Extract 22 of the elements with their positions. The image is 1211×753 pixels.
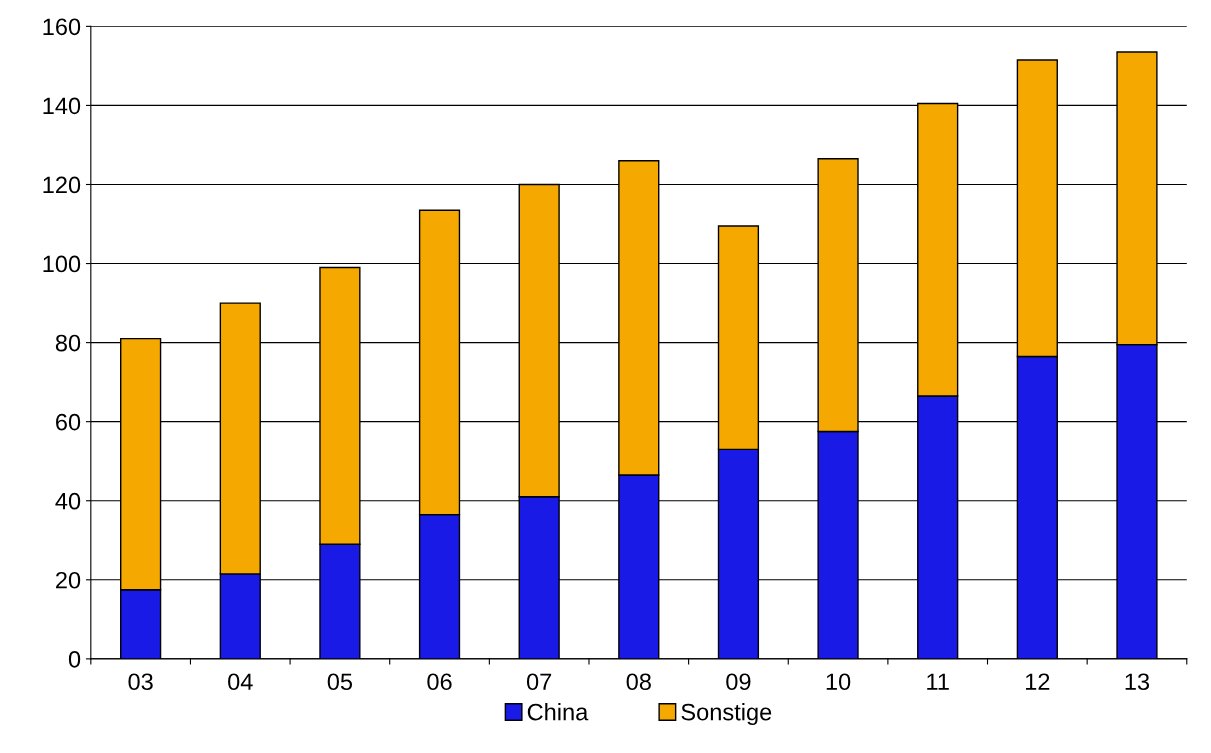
x-tick-label: 13 <box>1125 673 1150 691</box>
y-tick-label: 40 <box>55 492 81 510</box>
y-tick-label: 0 <box>68 650 81 668</box>
legend-label: Sonstige <box>681 703 772 726</box>
y-tick-label: 160 <box>43 18 81 36</box>
y-tick-label: 20 <box>56 571 81 589</box>
x-tick-label: 04 <box>228 673 253 691</box>
y-tick-label: 60 <box>56 413 81 431</box>
x-tick-label: 10 <box>826 673 851 691</box>
legend-label: China <box>527 703 589 721</box>
x-tick-label: 11 <box>927 673 949 690</box>
y-tick-label: 80 <box>55 334 81 352</box>
x-tick-label: 08 <box>626 673 651 691</box>
x-tick-label: 03 <box>128 673 153 691</box>
x-tick-label: 06 <box>427 673 452 691</box>
y-tick-label: 140 <box>43 97 81 115</box>
x-tick-label: 12 <box>1026 673 1050 690</box>
x-tick-label: 09 <box>726 673 751 691</box>
x-tick-label: 05 <box>327 673 353 691</box>
x-tick-label: 07 <box>526 673 552 691</box>
y-tick-label: 100 <box>43 255 81 273</box>
y-tick-label: 120 <box>43 176 81 194</box>
